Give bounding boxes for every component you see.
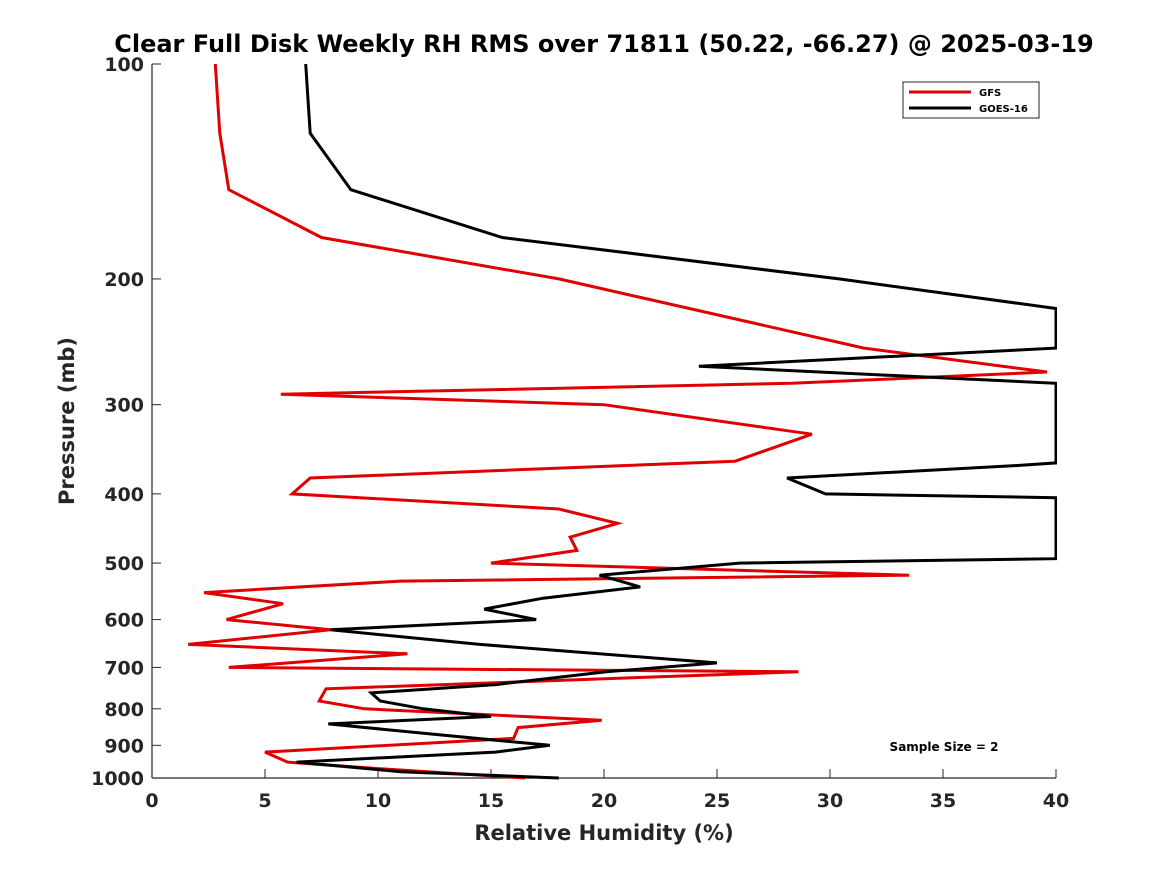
x-tick-label: 0 bbox=[145, 790, 158, 812]
x-tick-label: 20 bbox=[591, 790, 617, 812]
y-tick-label: 700 bbox=[104, 657, 144, 679]
y-tick-label: 400 bbox=[104, 484, 144, 506]
y-tick-label: 600 bbox=[104, 610, 144, 632]
y-tick-label: 200 bbox=[104, 269, 144, 291]
y-tick-label: 100 bbox=[104, 54, 144, 76]
y-axis-label: Pressure (mb) bbox=[55, 337, 79, 505]
x-tick-label: 10 bbox=[365, 790, 391, 812]
series-line-gfs bbox=[188, 63, 1048, 780]
legend: GFS GOES-16 bbox=[902, 81, 1040, 119]
legend-label-gfs: GFS bbox=[979, 88, 1001, 99]
x-tick-label: 35 bbox=[930, 790, 956, 812]
x-tick-label: 15 bbox=[478, 790, 504, 812]
x-tick-label: 25 bbox=[704, 790, 730, 812]
y-tick-label: 300 bbox=[104, 395, 144, 417]
chart-title: Clear Full Disk Weekly RH RMS over 71811… bbox=[114, 30, 1094, 58]
y-tick-label: 800 bbox=[104, 699, 144, 721]
legend-box bbox=[902, 81, 1040, 119]
series-line-goes-16 bbox=[296, 63, 1057, 780]
legend-label-goes-16: GOES-16 bbox=[979, 104, 1028, 115]
x-axis-label: Relative Humidity (%) bbox=[474, 821, 733, 845]
x-tick-label: 30 bbox=[817, 790, 843, 812]
sample-size-annotation: Sample Size = 2 bbox=[890, 740, 999, 754]
y-tick-label: 500 bbox=[104, 553, 144, 575]
x-tick-label: 5 bbox=[258, 790, 271, 812]
y-tick-label: 900 bbox=[104, 735, 144, 757]
x-tick-label: 40 bbox=[1043, 790, 1069, 812]
plot-area: 0 5 10 15 20 25 30 35 40 100 200 300 400 500 600 700 800… bbox=[91, 54, 1069, 812]
y-tick-label: 1000 bbox=[91, 768, 144, 790]
